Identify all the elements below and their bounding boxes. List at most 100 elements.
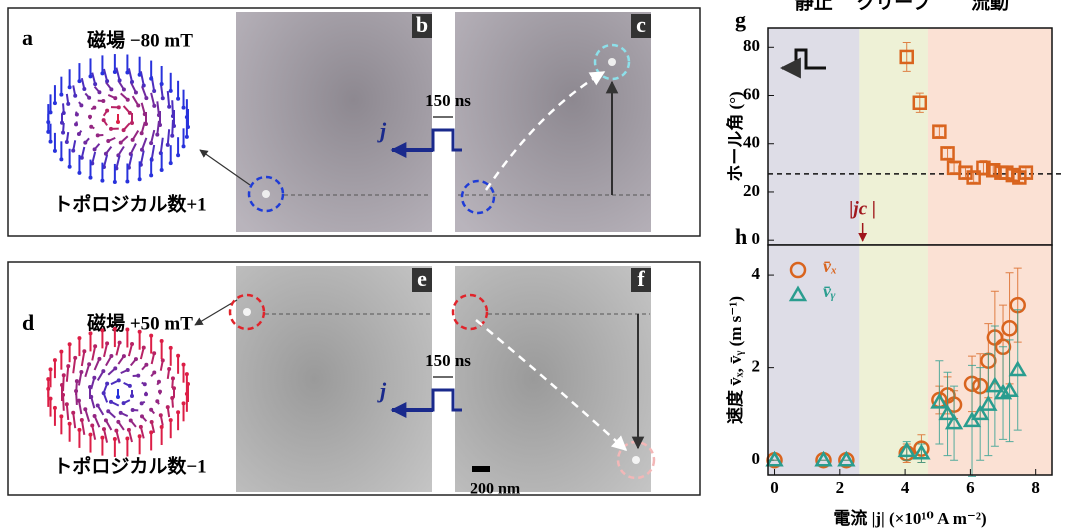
spin-head: [181, 144, 186, 149]
spin-head: [125, 179, 130, 184]
spin: [139, 150, 145, 165]
point: [1008, 360, 1027, 377]
spin-head: [118, 410, 123, 415]
spin: [171, 100, 174, 117]
spin: [84, 408, 91, 422]
spin: [150, 144, 156, 160]
spin-head: [170, 133, 175, 138]
spin-head: [137, 72, 142, 77]
spin: [159, 137, 164, 154]
spin-head: [168, 345, 173, 350]
pulse-width: 150 ns: [425, 91, 471, 110]
spin-head: [184, 391, 189, 396]
regime-band: [859, 28, 928, 245]
spin-head: [93, 344, 98, 349]
point: [912, 95, 928, 110]
y-tick-label: 80: [743, 36, 760, 55]
spin-head: [116, 419, 121, 424]
point: [938, 404, 957, 421]
spin-head: [73, 355, 78, 360]
regime-band: [927, 28, 1052, 245]
panel-label: b: [416, 12, 428, 37]
spin: [62, 394, 65, 411]
spin-head: [52, 148, 57, 153]
spin-head: [48, 396, 53, 401]
spin-head: [139, 131, 144, 136]
skyrmion: [608, 58, 616, 66]
spin-head: [127, 383, 132, 388]
spin-head: [77, 427, 82, 432]
spin-head: [92, 375, 97, 380]
spin-head: [83, 140, 88, 145]
spin-head: [149, 419, 154, 424]
spin-head: [61, 111, 66, 116]
spin-head: [101, 118, 106, 123]
spin-head: [121, 87, 126, 92]
spin-head: [59, 157, 64, 162]
point: [912, 443, 931, 460]
annotation: |jc |: [849, 198, 876, 219]
spin-head: [48, 367, 53, 372]
spin-head: [149, 407, 154, 412]
spin: [156, 120, 160, 135]
spin: [115, 430, 121, 444]
spin-head: [159, 81, 164, 86]
spin: [166, 90, 171, 107]
spin-head: [137, 177, 142, 182]
spin-head: [109, 354, 114, 359]
spin: [93, 358, 101, 371]
point: [976, 160, 991, 176]
spin: [65, 365, 70, 382]
micrograph: [455, 12, 651, 232]
error-bar: [984, 353, 993, 457]
regime-label: 静止: [795, 0, 833, 13]
error-bar: [943, 371, 952, 457]
spin: [77, 371, 83, 386]
spin-head: [128, 418, 133, 423]
spin-head: [74, 112, 79, 117]
spin-head: [109, 87, 114, 92]
x-tick-label: 0: [770, 478, 779, 497]
spin-head: [105, 381, 110, 386]
spin: [77, 400, 83, 415]
regime-band: [768, 28, 860, 245]
spin-head: [160, 358, 165, 363]
plot-frame: [767, 244, 1053, 476]
error-bar: [1005, 339, 1014, 443]
spin-head: [52, 405, 57, 410]
spin: [72, 412, 77, 429]
spin-head: [112, 70, 117, 75]
spin-head: [133, 90, 138, 95]
spin-head: [100, 178, 105, 183]
spin-head: [125, 327, 130, 332]
skyrmion-marker: [451, 293, 489, 331]
spin-head: [52, 358, 57, 363]
spin-head: [139, 414, 144, 419]
pointer: [194, 299, 238, 326]
spin-head: [121, 401, 126, 406]
spin: [103, 343, 109, 358]
spin-head: [74, 122, 79, 127]
spin-head: [168, 418, 173, 423]
spin-head: [155, 132, 160, 137]
spin-head: [144, 392, 148, 397]
spin-head: [92, 413, 97, 418]
skyrmion-marker: [247, 175, 285, 213]
micrograph: [455, 266, 651, 492]
spin-head: [101, 427, 106, 432]
spin-head: [176, 353, 181, 358]
spin-head: [152, 103, 157, 108]
spin: [141, 137, 148, 151]
spin-head: [101, 369, 106, 374]
regime-band: [927, 245, 1052, 475]
spin-head: [170, 114, 175, 119]
spin: [127, 343, 133, 357]
spin-head: [82, 87, 87, 92]
spin-head: [125, 436, 130, 441]
pointer: [199, 149, 251, 186]
y-axis-label: ホール角 (°): [725, 91, 745, 181]
spin-head: [136, 373, 141, 378]
spin-head: [76, 131, 81, 136]
current-label: j: [377, 378, 387, 403]
